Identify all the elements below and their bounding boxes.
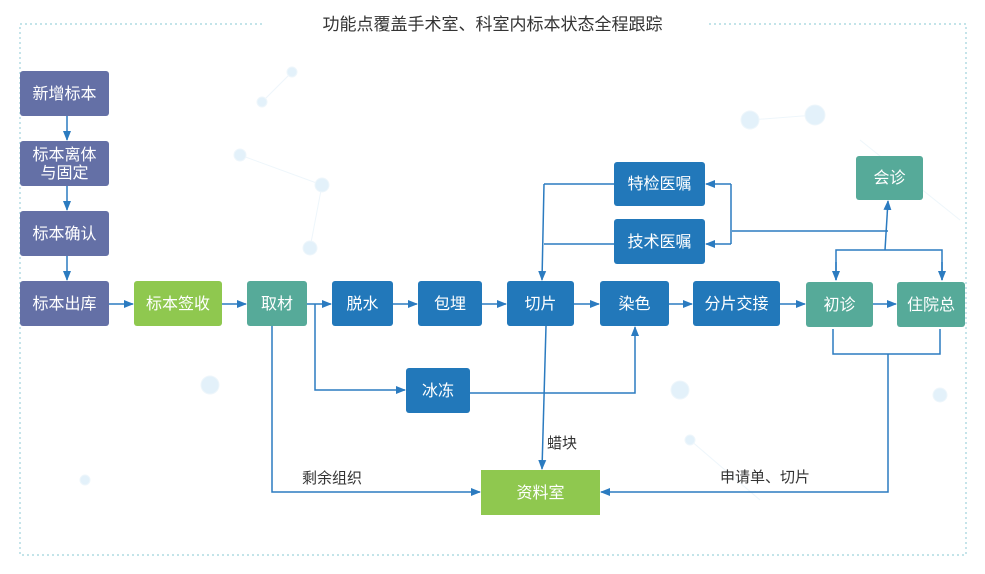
node-tech-order[interactable]: 技术医嘱 — [614, 219, 705, 264]
node-frozen[interactable]: 冰冻 — [406, 368, 470, 413]
edge-label-request-slides: 申请单、切片 — [720, 468, 811, 486]
node-consultation[interactable]: 会诊 — [856, 156, 923, 200]
edge-label-remaining-tissue: 剩余组织 — [302, 469, 363, 487]
node-initial-diagnosis[interactable]: 初诊 — [806, 282, 873, 327]
background-network — [79, 66, 961, 501]
node-confirm[interactable]: 标本确认 — [20, 211, 109, 256]
node-new-specimen[interactable]: 新增标本 — [20, 71, 109, 116]
node-sectioning[interactable]: 切片 — [507, 281, 574, 326]
node-slide-handover[interactable]: 分片交接 — [693, 281, 780, 326]
node-archive[interactable]: 资料室 — [481, 470, 600, 515]
node-outbound[interactable]: 标本出库 — [20, 281, 109, 326]
node-staining[interactable]: 染色 — [600, 281, 669, 326]
node-special-order[interactable]: 特检医嘱 — [614, 162, 705, 206]
node-embedding[interactable]: 包埋 — [418, 281, 482, 326]
node-chief-resident[interactable]: 住院总 — [897, 282, 965, 327]
node-grossing[interactable]: 取材 — [247, 281, 307, 326]
node-signoff[interactable]: 标本签收 — [134, 281, 222, 326]
node-dehydration[interactable]: 脱水 — [332, 281, 393, 326]
page-title: 功能点覆盖手术室、科室内标本状态全程跟踪 — [0, 10, 985, 35]
edge-label-wax-block: 蜡块 — [547, 434, 578, 452]
frame-border — [19, 23, 967, 556]
node-isolation-fixation[interactable]: 标本离体与固定 — [20, 141, 109, 186]
